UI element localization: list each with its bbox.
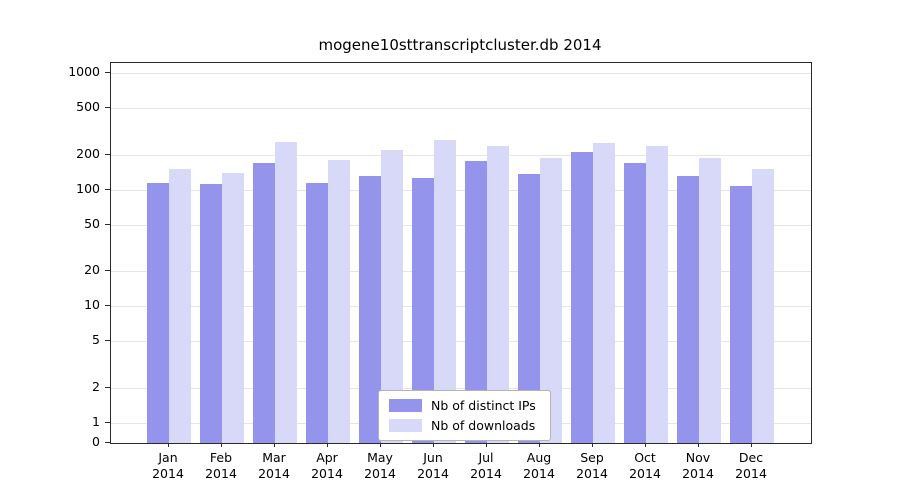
gridline bbox=[111, 387, 811, 389]
bar-feb-ips bbox=[200, 183, 222, 443]
plot-area bbox=[110, 62, 812, 444]
y-tick-mark bbox=[105, 188, 110, 190]
x-tick-mark bbox=[380, 443, 381, 447]
bar-aug-ips bbox=[518, 174, 540, 443]
gridline bbox=[111, 224, 811, 226]
x-tick-mark bbox=[327, 443, 328, 447]
x-tick-label-jan: Jan 2014 bbox=[152, 450, 184, 481]
bar-apr-ips bbox=[306, 182, 328, 443]
bar-oct-ips bbox=[624, 162, 646, 443]
x-tick-mark bbox=[751, 443, 752, 447]
bar-mar-downloads bbox=[275, 142, 297, 443]
y-tick-label: 20 bbox=[84, 262, 100, 278]
gridline bbox=[111, 306, 811, 308]
x-tick-label-mar: Mar 2014 bbox=[258, 450, 290, 481]
x-tick-mark bbox=[698, 443, 699, 447]
y-tick-mark bbox=[105, 107, 110, 109]
bar-jun-downloads bbox=[434, 140, 456, 443]
legend-label-distinct-ips: Nb of distinct IPs bbox=[431, 398, 536, 413]
y-tick-mark bbox=[105, 422, 110, 423]
y-tick-label: 500 bbox=[76, 99, 100, 115]
legend-item-downloads: Nb of downloads bbox=[389, 418, 536, 433]
x-tick-mark bbox=[645, 443, 646, 447]
x-tick-label-sep: Sep 2014 bbox=[576, 450, 608, 481]
bar-feb-downloads bbox=[222, 172, 244, 443]
bar-jul-ips bbox=[465, 161, 487, 443]
y-tick-mark bbox=[105, 72, 110, 73]
x-tick-mark bbox=[433, 443, 434, 447]
bar-mar-ips bbox=[253, 162, 275, 443]
bar-jan-downloads bbox=[169, 169, 191, 443]
y-tick-label: 1000 bbox=[68, 64, 100, 79]
bar-aug-downloads bbox=[540, 158, 562, 443]
x-tick-label-apr: Apr 2014 bbox=[311, 450, 343, 481]
bar-dec-ips bbox=[730, 185, 752, 443]
x-tick-label-feb: Feb 2014 bbox=[205, 450, 237, 481]
y-tick-label: 5 bbox=[92, 332, 100, 348]
bar-may-ips bbox=[359, 176, 381, 443]
y-tick-mark bbox=[105, 442, 110, 443]
gridline bbox=[111, 108, 811, 110]
gridline bbox=[111, 154, 811, 156]
bar-nov-ips bbox=[677, 176, 699, 443]
y-tick-mark bbox=[105, 386, 110, 388]
gridline bbox=[111, 73, 811, 74]
x-tick-label-may: May 2014 bbox=[364, 450, 396, 481]
bar-jan-ips bbox=[147, 182, 169, 443]
y-tick-label: 200 bbox=[76, 145, 100, 161]
y-tick-label: 10 bbox=[84, 297, 100, 313]
gridline bbox=[111, 271, 811, 273]
y-tick-mark bbox=[105, 340, 110, 342]
bar-may-downloads bbox=[381, 149, 403, 443]
bar-sep-downloads bbox=[593, 143, 615, 443]
x-tick-label-jul: Jul 2014 bbox=[470, 450, 502, 481]
x-tick-mark bbox=[221, 443, 222, 447]
gridline bbox=[111, 189, 811, 191]
y-tick-label: 2 bbox=[92, 378, 100, 394]
x-tick-label-nov: Nov 2014 bbox=[682, 450, 714, 481]
x-tick-label-aug: Aug 2014 bbox=[523, 450, 555, 481]
y-tick-mark bbox=[105, 223, 110, 225]
x-tick-label-dec: Dec 2014 bbox=[735, 450, 767, 481]
chart-title: mogene10sttranscriptcluster.db 2014 bbox=[318, 36, 602, 54]
y-tick-label: 0 bbox=[92, 434, 100, 449]
x-tick-label-oct: Oct 2014 bbox=[629, 450, 661, 481]
bar-oct-downloads bbox=[646, 146, 668, 443]
y-tick-label: 50 bbox=[84, 215, 100, 231]
legend-swatch-distinct-ips bbox=[389, 399, 422, 412]
y-tick-mark bbox=[105, 153, 110, 155]
gridline bbox=[111, 341, 811, 343]
legend-swatch-downloads bbox=[389, 419, 422, 432]
x-tick-mark bbox=[539, 443, 540, 447]
y-tick-mark bbox=[105, 305, 110, 307]
bar-jul-downloads bbox=[487, 146, 509, 443]
y-tick-label: 100 bbox=[76, 180, 100, 196]
bar-apr-downloads bbox=[328, 159, 350, 443]
x-tick-mark bbox=[168, 443, 169, 447]
bar-sep-ips bbox=[571, 152, 593, 443]
x-tick-mark bbox=[274, 443, 275, 447]
legend-label-downloads: Nb of downloads bbox=[431, 418, 536, 433]
legend: Nb of distinct IPs Nb of downloads bbox=[378, 390, 551, 441]
y-tick-label: 1 bbox=[92, 414, 100, 429]
bar-jun-ips bbox=[412, 177, 434, 443]
x-tick-mark bbox=[486, 443, 487, 447]
x-tick-label-jun: Jun 2014 bbox=[417, 450, 449, 481]
bar-dec-downloads bbox=[752, 169, 774, 443]
y-tick-mark bbox=[105, 270, 110, 272]
bar-nov-downloads bbox=[699, 158, 721, 443]
legend-item-distinct-ips: Nb of distinct IPs bbox=[389, 398, 536, 413]
x-tick-mark bbox=[592, 443, 593, 447]
